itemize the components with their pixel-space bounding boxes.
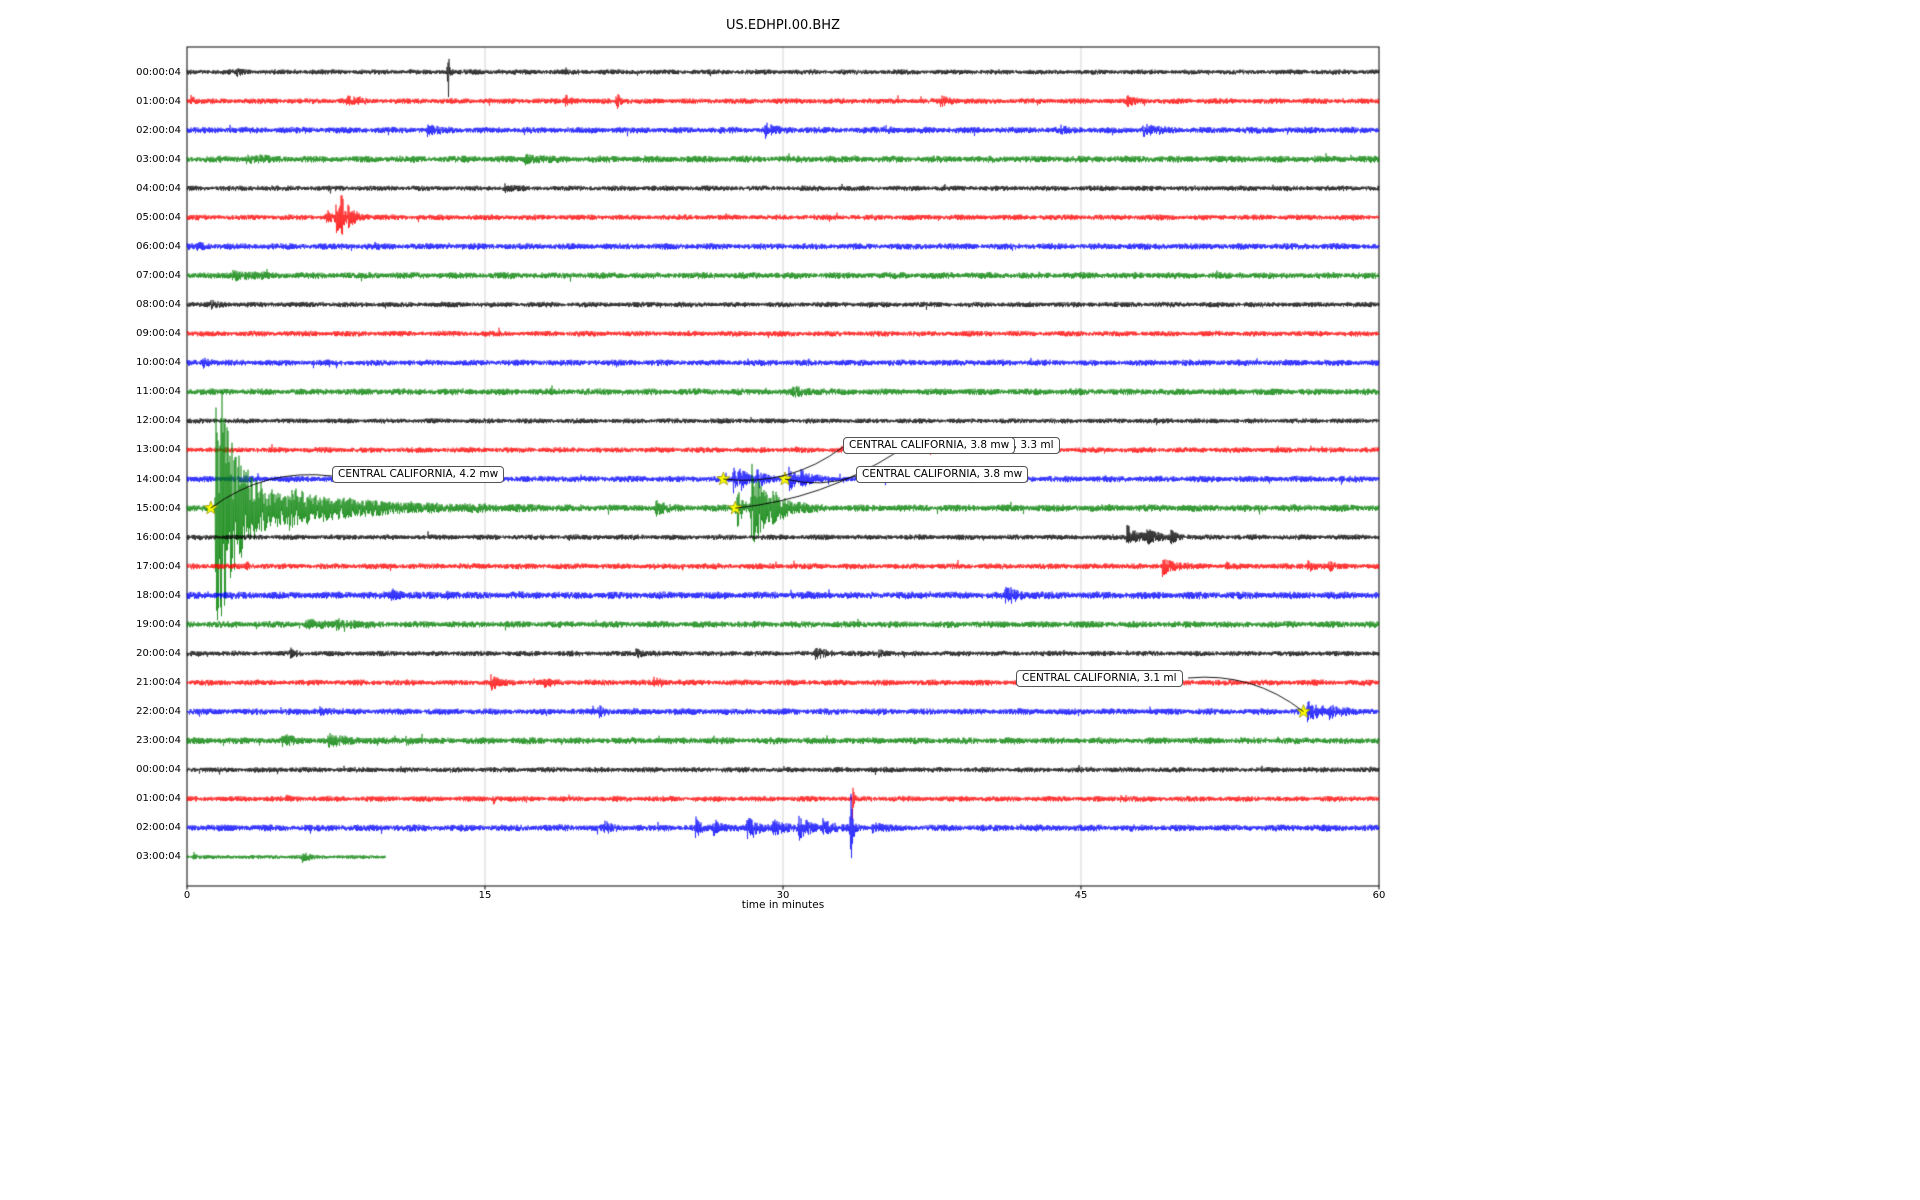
row-time-label: 23:00:04 [136, 735, 181, 747]
row-time-label: 08:00:04 [136, 299, 181, 311]
event-annotation-label: CENTRAL CALIFORNIA, 3.1 ml [1016, 670, 1183, 687]
x-tick-label: 0 [183, 890, 191, 901]
row-time-label: 15:00:04 [136, 502, 181, 514]
row-time-label: 21:00:04 [136, 677, 181, 689]
x-tick-label: 60 [1372, 890, 1386, 901]
x-tick-label: 45 [1074, 890, 1088, 901]
row-time-label: 14:00:04 [136, 473, 181, 485]
row-time-label: 02:00:04 [136, 124, 181, 136]
x-axis-label: time in minutes [741, 899, 825, 911]
row-time-label: 06:00:04 [136, 240, 181, 252]
row-time-label: 01:00:04 [136, 793, 181, 805]
event-annotation-label: CENTRAL CALIFORNIA, 3.8 mw [856, 466, 1029, 483]
row-time-label: 03:00:04 [136, 851, 181, 863]
event-annotation-label: CENTRAL CALIFORNIA, 3.8 mw [843, 437, 1016, 454]
row-time-label: 02:00:04 [136, 822, 181, 834]
row-time-label: 00:00:04 [136, 66, 181, 78]
row-time-label: 19:00:04 [136, 618, 181, 630]
x-tick-label: 15 [478, 890, 492, 901]
row-time-label: 07:00:04 [136, 270, 181, 282]
row-time-label: 10:00:04 [136, 357, 181, 369]
row-time-label: 13:00:04 [136, 444, 181, 456]
row-time-label: 05:00:04 [136, 211, 181, 223]
row-time-label: 18:00:04 [136, 589, 181, 601]
row-time-label: 16:00:04 [136, 531, 181, 543]
row-time-label: 17:00:04 [136, 560, 181, 572]
row-time-label: 22:00:04 [136, 706, 181, 718]
chart-title: US.EDHPI.00.BHZ [726, 18, 840, 33]
x-tick-label: 30 [776, 890, 790, 901]
row-time-label: 12:00:04 [136, 415, 181, 427]
row-time-label: 09:00:04 [136, 328, 181, 340]
row-time-label: 03:00:04 [136, 153, 181, 165]
event-annotation-label: CENTRAL CALIFORNIA, 4.2 mw [332, 466, 505, 483]
row-time-label: 11:00:04 [136, 386, 181, 398]
row-time-label: 01:00:04 [136, 95, 181, 107]
row-time-label: 04:00:04 [136, 182, 181, 194]
row-time-label: 20:00:04 [136, 647, 181, 659]
row-time-label: 00:00:04 [136, 764, 181, 776]
